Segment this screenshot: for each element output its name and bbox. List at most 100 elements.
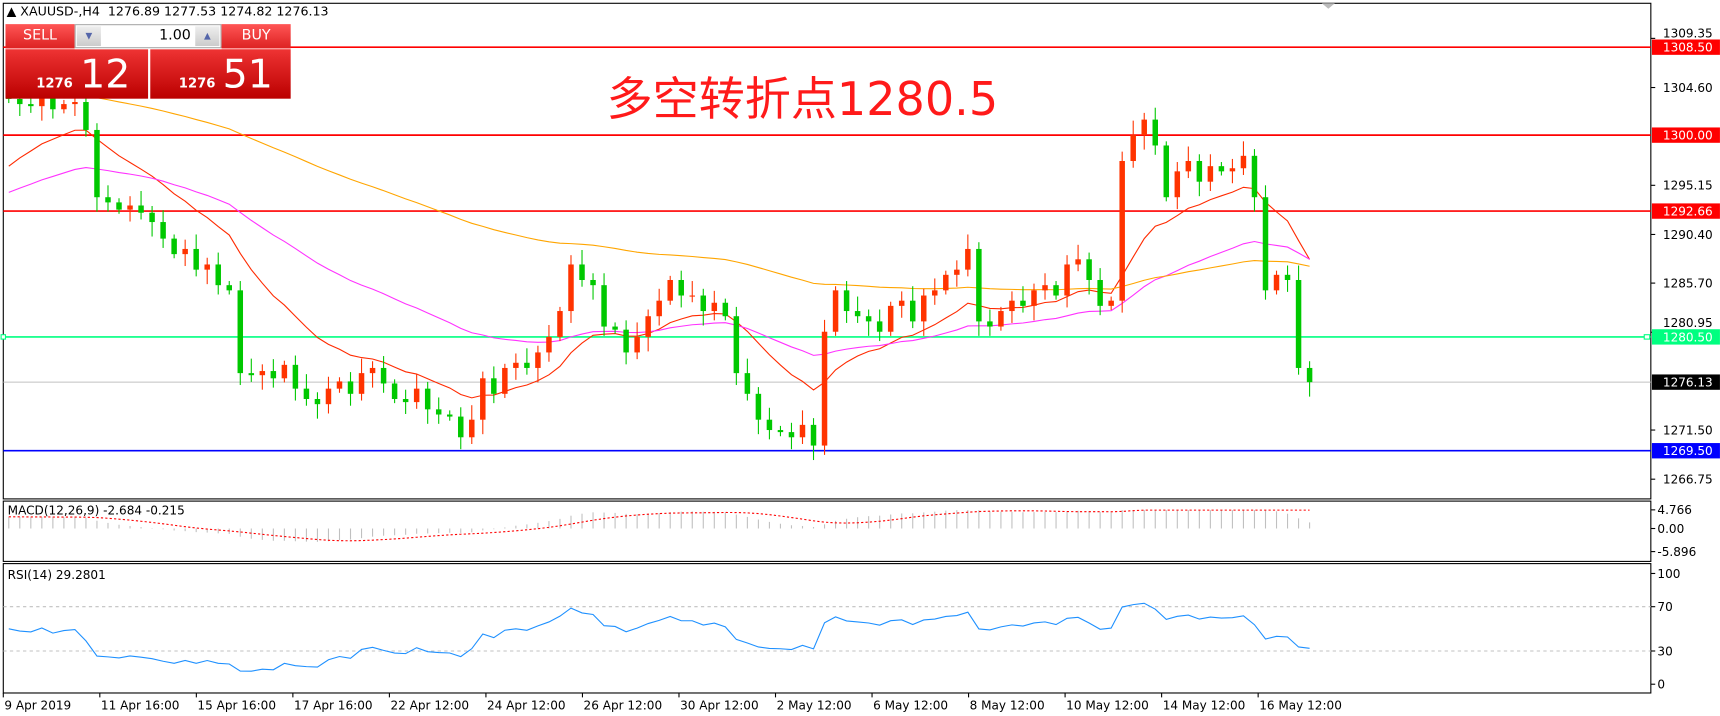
bear-candle[interactable] bbox=[1284, 274, 1291, 280]
bull-candle[interactable] bbox=[1273, 274, 1280, 291]
buy-price-button[interactable]: 1276 51 bbox=[150, 49, 291, 99]
bear-candle[interactable] bbox=[722, 302, 729, 317]
bull-candle[interactable] bbox=[821, 331, 828, 446]
bear-candle[interactable] bbox=[138, 205, 144, 213]
bull-candle[interactable] bbox=[127, 205, 133, 210]
bull-candle[interactable] bbox=[568, 264, 574, 312]
bear-candle[interactable] bbox=[843, 290, 850, 312]
bear-candle[interactable] bbox=[623, 329, 629, 353]
bear-candle[interactable] bbox=[1097, 279, 1103, 306]
bear-candle[interactable] bbox=[424, 388, 431, 410]
bull-candle[interactable] bbox=[204, 264, 210, 270]
bear-candle[interactable] bbox=[1086, 259, 1092, 280]
shift-marker-icon[interactable] bbox=[1321, 3, 1335, 9]
bear-candle[interactable] bbox=[1053, 285, 1059, 296]
bull-candle[interactable] bbox=[1240, 155, 1247, 169]
bull-candle[interactable] bbox=[799, 424, 806, 438]
bull-candle[interactable] bbox=[645, 316, 651, 337]
pivot-line-handle[interactable] bbox=[0, 334, 7, 340]
bull-candle[interactable] bbox=[887, 305, 894, 332]
triangle-up-icon[interactable]: ▲ bbox=[6, 3, 17, 19]
bull-candle[interactable] bbox=[1174, 171, 1181, 198]
bear-candle[interactable] bbox=[83, 102, 89, 130]
bull-candle[interactable] bbox=[998, 311, 1004, 327]
bear-candle[interactable] bbox=[1152, 119, 1158, 146]
bear-candle[interactable] bbox=[270, 371, 277, 379]
bear-candle[interactable] bbox=[1251, 155, 1258, 198]
bear-candle[interactable] bbox=[1306, 367, 1313, 383]
bull-candle[interactable] bbox=[943, 274, 949, 291]
bear-candle[interactable] bbox=[435, 409, 442, 415]
bear-candle[interactable] bbox=[876, 321, 883, 332]
bull-candle[interactable] bbox=[72, 102, 78, 105]
bull-candle[interactable] bbox=[502, 367, 508, 394]
bull-candle[interactable] bbox=[259, 371, 266, 376]
bear-candle[interactable] bbox=[248, 373, 255, 376]
bear-candle[interactable] bbox=[28, 104, 34, 107]
bull-candle[interactable] bbox=[1141, 119, 1147, 136]
bull-candle[interactable] bbox=[1207, 166, 1214, 182]
bear-candle[interactable] bbox=[380, 367, 387, 384]
bull-candle[interactable] bbox=[667, 279, 673, 301]
bull-candle[interactable] bbox=[469, 419, 475, 438]
bear-candle[interactable] bbox=[105, 197, 111, 203]
bear-candle[interactable] bbox=[1262, 197, 1269, 291]
bull-candle[interactable] bbox=[954, 269, 960, 275]
bear-candle[interactable] bbox=[810, 424, 817, 446]
bear-candle[interactable] bbox=[237, 290, 244, 374]
bull-candle[interactable] bbox=[1042, 285, 1048, 291]
bear-candle[interactable] bbox=[788, 432, 795, 438]
bull-candle[interactable] bbox=[656, 300, 662, 317]
bull-candle[interactable] bbox=[932, 290, 938, 296]
bear-candle[interactable] bbox=[579, 264, 585, 280]
bear-candle[interactable] bbox=[601, 285, 607, 327]
bull-candle[interactable] bbox=[634, 336, 640, 353]
bull-candle[interactable] bbox=[832, 290, 839, 332]
bear-candle[interactable] bbox=[590, 279, 596, 286]
bear-candle[interactable] bbox=[1020, 300, 1026, 306]
bull-candle[interactable] bbox=[1031, 290, 1037, 306]
bear-candle[interactable] bbox=[215, 264, 221, 286]
bear-candle[interactable] bbox=[292, 364, 299, 389]
bull-candle[interactable] bbox=[369, 367, 376, 374]
bull-candle[interactable] bbox=[535, 352, 541, 368]
bull-candle[interactable] bbox=[1185, 160, 1192, 172]
bear-candle[interactable] bbox=[854, 311, 861, 317]
bear-candle[interactable] bbox=[94, 129, 100, 198]
lot-size-input[interactable]: 1.00 bbox=[159, 27, 191, 44]
bear-candle[interactable] bbox=[733, 316, 740, 374]
bear-candle[interactable] bbox=[1218, 166, 1225, 172]
bull-candle[interactable] bbox=[336, 381, 343, 389]
bull-candle[interactable] bbox=[1229, 168, 1236, 172]
bear-candle[interactable] bbox=[976, 248, 982, 322]
bear-candle[interactable] bbox=[909, 300, 916, 322]
bull-candle[interactable] bbox=[689, 295, 695, 297]
bull-candle[interactable] bbox=[1130, 135, 1136, 161]
bull-candle[interactable] bbox=[480, 378, 486, 420]
bear-candle[interactable] bbox=[303, 388, 310, 399]
lot-increase-icon[interactable]: ▲ bbox=[195, 26, 220, 47]
bull-candle[interactable] bbox=[358, 373, 365, 394]
bull-candle[interactable] bbox=[182, 248, 188, 255]
bear-candle[interactable] bbox=[116, 202, 122, 210]
bull-candle[interactable] bbox=[557, 311, 563, 337]
bull-candle[interactable] bbox=[1064, 264, 1070, 296]
lot-decrease-icon[interactable]: ▼ bbox=[76, 26, 101, 47]
bull-candle[interactable] bbox=[281, 364, 288, 379]
bear-candle[interactable] bbox=[1163, 145, 1170, 198]
bull-candle[interactable] bbox=[1009, 300, 1015, 312]
bull-candle[interactable] bbox=[39, 97, 45, 107]
bear-candle[interactable] bbox=[446, 414, 453, 417]
bull-candle[interactable] bbox=[711, 302, 718, 312]
bull-candle[interactable] bbox=[1075, 259, 1081, 265]
bear-candle[interactable] bbox=[491, 378, 497, 394]
bull-candle[interactable] bbox=[1108, 300, 1114, 306]
bull-candle[interactable] bbox=[513, 362, 519, 368]
bear-candle[interactable] bbox=[402, 398, 409, 403]
buy-button[interactable]: BUY bbox=[221, 24, 291, 50]
bear-candle[interactable] bbox=[226, 285, 232, 291]
bear-candle[interactable] bbox=[171, 238, 177, 255]
bear-candle[interactable] bbox=[766, 419, 773, 431]
bear-candle[interactable] bbox=[314, 398, 321, 405]
sell-price-button[interactable]: 1276 12 bbox=[5, 49, 149, 99]
